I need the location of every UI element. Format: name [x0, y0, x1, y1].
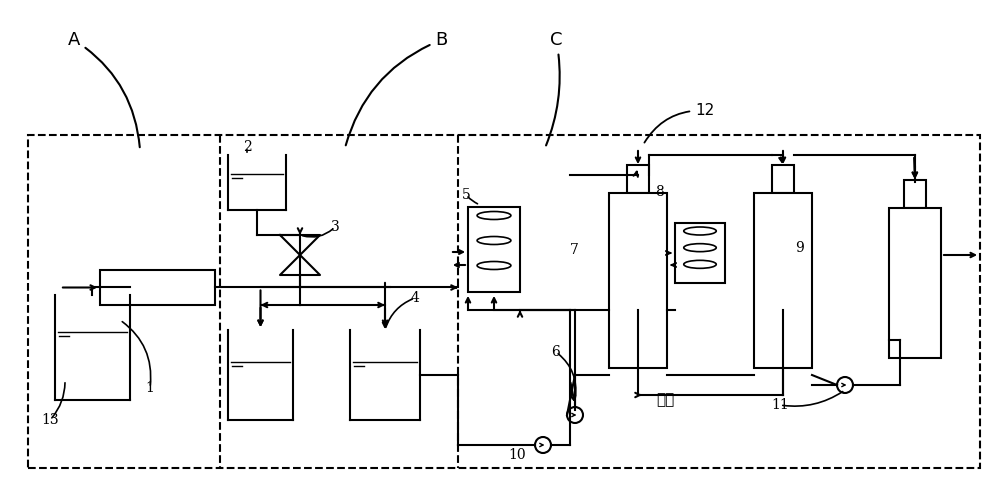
Bar [609, 193, 667, 368]
Text: 12: 12 [644, 103, 714, 143]
Bar [100, 270, 215, 305]
Text: 10: 10 [508, 448, 526, 462]
Text: 7: 7 [570, 243, 578, 257]
Ellipse shape [477, 237, 511, 245]
Ellipse shape [477, 262, 511, 270]
Text: 9: 9 [796, 241, 804, 255]
Ellipse shape [684, 244, 716, 252]
Text: 2: 2 [243, 140, 251, 154]
Text: C: C [546, 31, 562, 146]
Ellipse shape [684, 260, 716, 269]
Ellipse shape [684, 227, 716, 235]
Text: 5: 5 [462, 188, 470, 202]
Text: 4: 4 [411, 291, 419, 305]
Bar [772, 165, 794, 193]
Bar [889, 208, 941, 358]
Bar [28, 135, 980, 468]
Text: A: A [68, 31, 140, 147]
Text: 11: 11 [771, 398, 789, 412]
Text: 回用: 回用 [656, 392, 674, 408]
Polygon shape [280, 235, 320, 275]
Bar [675, 223, 725, 283]
Text: 6: 6 [552, 345, 560, 359]
Text: 8: 8 [656, 185, 664, 199]
Bar [627, 165, 649, 193]
Bar [754, 193, 812, 368]
Text: B: B [346, 31, 447, 146]
Bar [904, 180, 926, 208]
Text: 3: 3 [331, 220, 339, 234]
Text: 1: 1 [146, 381, 154, 395]
Text: 13: 13 [41, 413, 59, 427]
Bar [468, 207, 520, 293]
Ellipse shape [477, 212, 511, 220]
